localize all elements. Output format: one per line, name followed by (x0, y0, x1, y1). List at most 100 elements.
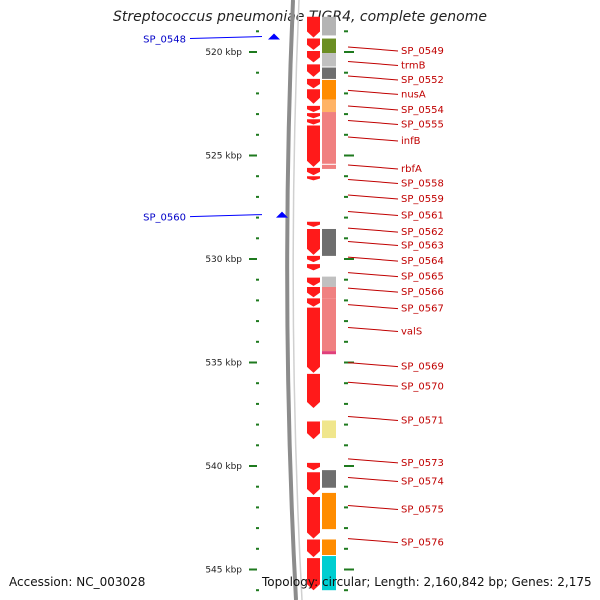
gene-arrow (307, 286, 320, 298)
track-tick (344, 506, 348, 509)
feature-highlight (322, 286, 336, 299)
gene-label: SP_0549 (401, 46, 444, 57)
gene-label: SP_0570 (401, 381, 444, 392)
track-tick (344, 320, 348, 323)
gene-labels: SP_0549 trmB SP_0552 nusA SP_0554 SP_0555 infB… (347, 46, 444, 549)
feature-highlight (322, 99, 336, 113)
gene-label: SP_0552 (401, 75, 444, 86)
track-tick (344, 547, 348, 550)
feature-highlight (322, 556, 336, 591)
scale-minor-tick (256, 195, 259, 198)
gene-label: SP_0564 (401, 256, 444, 267)
gene-label: SP_0573 (401, 458, 444, 469)
feature-highlight (322, 16, 336, 36)
scale-minor-tick (256, 237, 259, 240)
feature-highlight (322, 492, 336, 530)
feature-highlight (322, 420, 336, 439)
gene-label-leader (347, 272, 399, 278)
scale-major-tick (249, 568, 257, 571)
gene-arrow (307, 558, 320, 591)
scale-minor-tick (256, 444, 259, 447)
gene-label: infB (401, 136, 421, 147)
feature-highlight (322, 164, 336, 169)
scale-minor-tick (256, 113, 259, 116)
track-tick (344, 382, 348, 385)
scale-minor-tick (256, 506, 259, 509)
gene-arrow (307, 264, 320, 271)
gene-arrow (307, 125, 320, 167)
gene-label: SP_0561 (401, 211, 444, 222)
feature-highlight (322, 298, 336, 352)
marker-leader (189, 36, 263, 40)
scale-minor-tick (256, 175, 259, 178)
scale-major-tick (249, 361, 257, 364)
gene-label-leader (347, 60, 399, 66)
scale-minor-tick (256, 547, 259, 550)
genome-backbone (285, 0, 303, 600)
scale-major-tick (249, 154, 257, 157)
track-tick (344, 402, 348, 405)
track-tick (344, 216, 348, 219)
track-tick (344, 444, 348, 447)
feature-highlight (322, 539, 336, 556)
scale-bar: 520 kbp 525 kbp 530 kbp 535 kbp 540 kbp 545 k… (205, 30, 354, 592)
gene-arrow (307, 539, 320, 558)
scale-minor-tick (256, 30, 259, 33)
gene-label-leader (347, 415, 399, 421)
gene-label-leader (347, 304, 399, 310)
track-tick (344, 133, 348, 136)
gene-label: SP_0563 (401, 241, 444, 252)
scale-label: 520 kbp (205, 48, 242, 58)
track-tick (344, 175, 348, 178)
scale-minor-tick (256, 71, 259, 74)
marker-label: SP_0548 (143, 35, 186, 46)
gene-label: SP_0567 (401, 304, 444, 315)
scale-minor-tick (256, 423, 259, 426)
gene-label: SP_0562 (401, 227, 444, 238)
gene-arrow (307, 50, 320, 63)
genome-title: Streptococcus pneumoniae TIGR4, complete… (113, 9, 487, 25)
gene-arrow (307, 176, 320, 181)
scale-label: 545 kbp (205, 566, 242, 576)
gene-arrow (307, 64, 320, 77)
scale-minor-tick (256, 340, 259, 343)
gene-track (307, 16, 320, 591)
feature-highlights (322, 16, 336, 591)
gene-label-leader (347, 75, 399, 81)
gene-arrow (307, 113, 320, 119)
scale-minor-tick (256, 320, 259, 323)
feature-highlight (322, 53, 336, 67)
gene-arrow (307, 119, 320, 125)
track-tick (344, 113, 348, 116)
marker-triangle-icon (276, 211, 288, 218)
track-tick (344, 465, 354, 467)
backbone-line (285, 0, 298, 600)
scale-minor-tick (256, 527, 259, 530)
gene-label-leader (347, 119, 399, 125)
gene-arrow (307, 421, 320, 440)
gene-arrow (307, 16, 320, 38)
track-tick (344, 485, 348, 488)
gene-arrow (307, 307, 320, 373)
scale-minor-tick (256, 216, 259, 219)
track-tick (344, 340, 348, 343)
scale-minor-tick (256, 382, 259, 385)
accession-text: Accession: NC_003028 (9, 575, 146, 589)
track-tick (344, 154, 354, 157)
marker-leader (189, 214, 263, 218)
feature-highlight (322, 228, 336, 256)
gene-arrow (307, 228, 320, 255)
gene-arrow (307, 373, 320, 409)
gene-label: SP_0576 (401, 538, 444, 549)
scale-label: 535 kbp (205, 359, 242, 369)
scale-major-tick (249, 51, 257, 53)
track-tick (344, 278, 348, 281)
gene-label-leader (347, 326, 399, 332)
gene-label-leader (347, 46, 399, 52)
scale-minor-tick (256, 485, 259, 488)
gene-arrow (307, 255, 320, 263)
gene-label-leader (347, 362, 399, 368)
track-tick (344, 237, 348, 240)
gene-arrow (307, 38, 320, 50)
